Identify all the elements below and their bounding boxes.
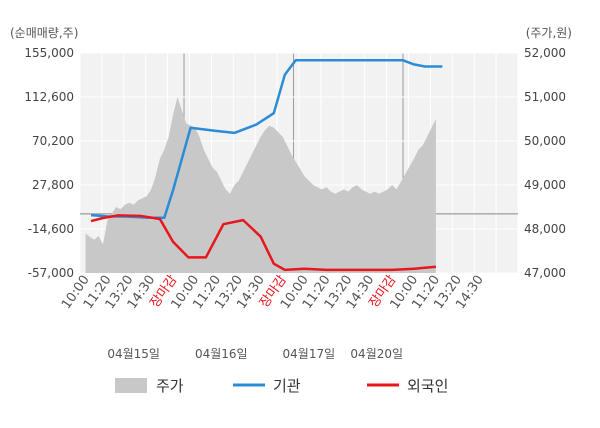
legend-label-institution: 기관 bbox=[273, 377, 301, 395]
legend-swatch-price bbox=[115, 378, 147, 393]
right-axis-ticks: 52,000 51,000 50,000 49,000 48,000 47,000 bbox=[524, 46, 566, 280]
left-tick-label: 27,800 bbox=[32, 178, 74, 192]
day-label: 04월15일 bbox=[107, 347, 160, 361]
day-label: 04월20일 bbox=[350, 347, 403, 361]
left-tick-label: -57,000 bbox=[28, 266, 74, 280]
right-axis-title: (주가,원) bbox=[526, 26, 572, 40]
right-tick-label: 47,000 bbox=[524, 266, 566, 280]
left-tick-label: 70,200 bbox=[32, 134, 74, 148]
left-axis-title: (순매매량,주) bbox=[10, 26, 78, 40]
legend-label-price: 주가 bbox=[156, 377, 184, 395]
series-layer bbox=[85, 59, 443, 273]
legend-label-foreign: 외국인 bbox=[407, 377, 448, 395]
x-axis-ticks: 10:0011:2013:2014:30장마감10:0011:2013:2014… bbox=[59, 273, 487, 312]
left-tick-label: 155,000 bbox=[24, 46, 74, 60]
left-tick-label: -14,600 bbox=[28, 222, 74, 236]
left-tick-label: 112,600 bbox=[24, 90, 74, 104]
day-label: 04월17일 bbox=[283, 347, 336, 361]
series-line-foreign bbox=[90, 214, 437, 272]
day-label: 04월16일 bbox=[195, 347, 248, 361]
right-tick-label: 52,000 bbox=[524, 46, 566, 60]
series-area-price bbox=[85, 97, 436, 273]
right-tick-label: 51,000 bbox=[524, 90, 566, 104]
right-tick-label: 50,000 bbox=[524, 134, 566, 148]
left-axis-ticks: 155,000 112,600 70,200 27,800 -14,600 -57,000 bbox=[24, 46, 74, 280]
legend: 주가 기관 외국인 bbox=[115, 377, 448, 395]
right-tick-label: 49,000 bbox=[524, 178, 566, 192]
right-tick-label: 48,000 bbox=[524, 222, 566, 236]
day-labels: 04월15일 04월16일 04월17일 04월20일 bbox=[107, 347, 403, 361]
